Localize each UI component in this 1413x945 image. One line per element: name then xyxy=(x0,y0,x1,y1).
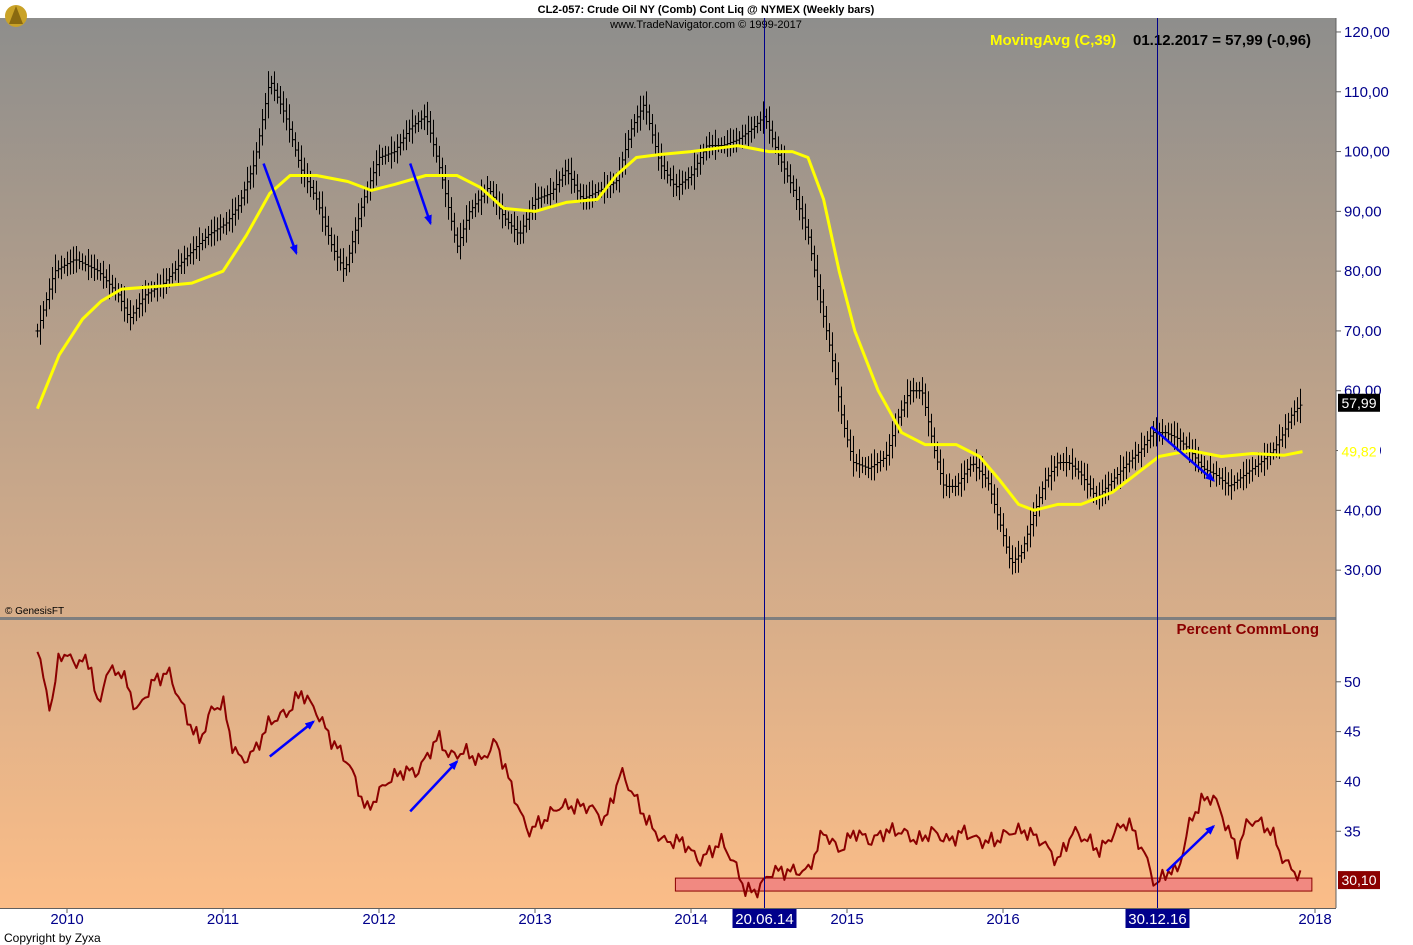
price-tick-label: 120,00 xyxy=(1344,24,1390,41)
commlong-panel: 35 40 45 50 Percent CommLong 30,10 xyxy=(36,621,1380,899)
date-marker-box xyxy=(732,909,797,928)
right-axis-background xyxy=(1336,18,1413,908)
logo-icon xyxy=(5,5,27,27)
commlong-tick-label: 50 xyxy=(1344,674,1361,691)
chart-title: CL2-057: Crude Oil NY (Comb) Cont Liq @ … xyxy=(538,4,875,16)
last-commlong-label: 30,10 xyxy=(1341,872,1376,888)
price-tick-label: 100,00 xyxy=(1344,144,1390,161)
year-tick-label: 2013 xyxy=(518,911,551,928)
copyright-label: © GenesisFT xyxy=(5,606,64,617)
trend-arrow xyxy=(1150,425,1216,482)
date-marker-box xyxy=(1125,909,1190,928)
commlong-legend: Percent CommLong xyxy=(1176,621,1319,638)
trend-arrow xyxy=(1165,824,1216,873)
price-tick-label: 30,00 xyxy=(1344,562,1382,579)
last-close-label: 57,99 xyxy=(1341,395,1376,411)
price-bars xyxy=(35,71,1303,575)
date-markers: 20.06.14 30.12.16 xyxy=(732,18,1190,928)
support-zone xyxy=(674,877,1313,892)
moving-average-line xyxy=(36,144,1303,512)
price-tick-label: 90,00 xyxy=(1344,203,1382,220)
price-tick-label: 70,00 xyxy=(1344,323,1382,340)
commlong-tick-label: 35 xyxy=(1344,823,1361,840)
trend-arrow xyxy=(269,720,316,758)
footer-copyright: Copyright by Zyxa xyxy=(4,931,101,945)
year-tick-label: 2016 xyxy=(986,911,1019,928)
price-tick-label: 80,00 xyxy=(1344,263,1382,280)
price-tick-label: 110,00 xyxy=(1344,84,1389,101)
commlong-tick-label: 45 xyxy=(1344,724,1361,741)
date-marker-label: 30.12.16 xyxy=(1128,911,1186,928)
ma-legend-label: MovingAvg (C,39) xyxy=(990,32,1116,49)
year-tick-label: 2018 xyxy=(1298,911,1331,928)
x-axis: 201020112012201320142015201620172018 xyxy=(0,908,1336,928)
last-close-badge: 57,99 xyxy=(1338,393,1380,412)
last-commlong-badge: 30,10 xyxy=(1338,871,1380,890)
commlong-line xyxy=(36,651,1302,899)
price-arrows xyxy=(262,163,1216,482)
commlong-arrows xyxy=(269,720,1216,873)
date-marker-label: 20.06.14 xyxy=(735,911,793,928)
trend-arrow xyxy=(262,163,298,256)
price-bar xyxy=(1298,388,1303,424)
year-tick-label: 2010 xyxy=(50,911,83,928)
year-tick-label: 2015 xyxy=(830,911,863,928)
price-panel: 30,0040,0050,0060,0070,0080,0090,00100,0… xyxy=(5,24,1390,617)
price-tick-label: 40,00 xyxy=(1344,502,1382,519)
year-tick-label: 2012 xyxy=(362,911,395,928)
year-tick-label: 2011 xyxy=(207,911,239,928)
last-ma-label: 49,82 xyxy=(1341,444,1376,460)
trend-arrow xyxy=(409,760,459,813)
commlong-tick-label: 40 xyxy=(1344,773,1361,790)
year-tick-label: 2014 xyxy=(674,911,707,928)
last-value-legend: 01.12.2017 = 57,99 (-0,96) xyxy=(1133,32,1311,49)
trend-arrow xyxy=(409,163,432,226)
chart-subtitle: www.TradeNavigator.com © 1999-2017 xyxy=(609,19,802,31)
commlong-y-axis: 35 40 45 50 xyxy=(1336,674,1361,840)
last-ma-badge: 49,82 xyxy=(1338,442,1380,461)
